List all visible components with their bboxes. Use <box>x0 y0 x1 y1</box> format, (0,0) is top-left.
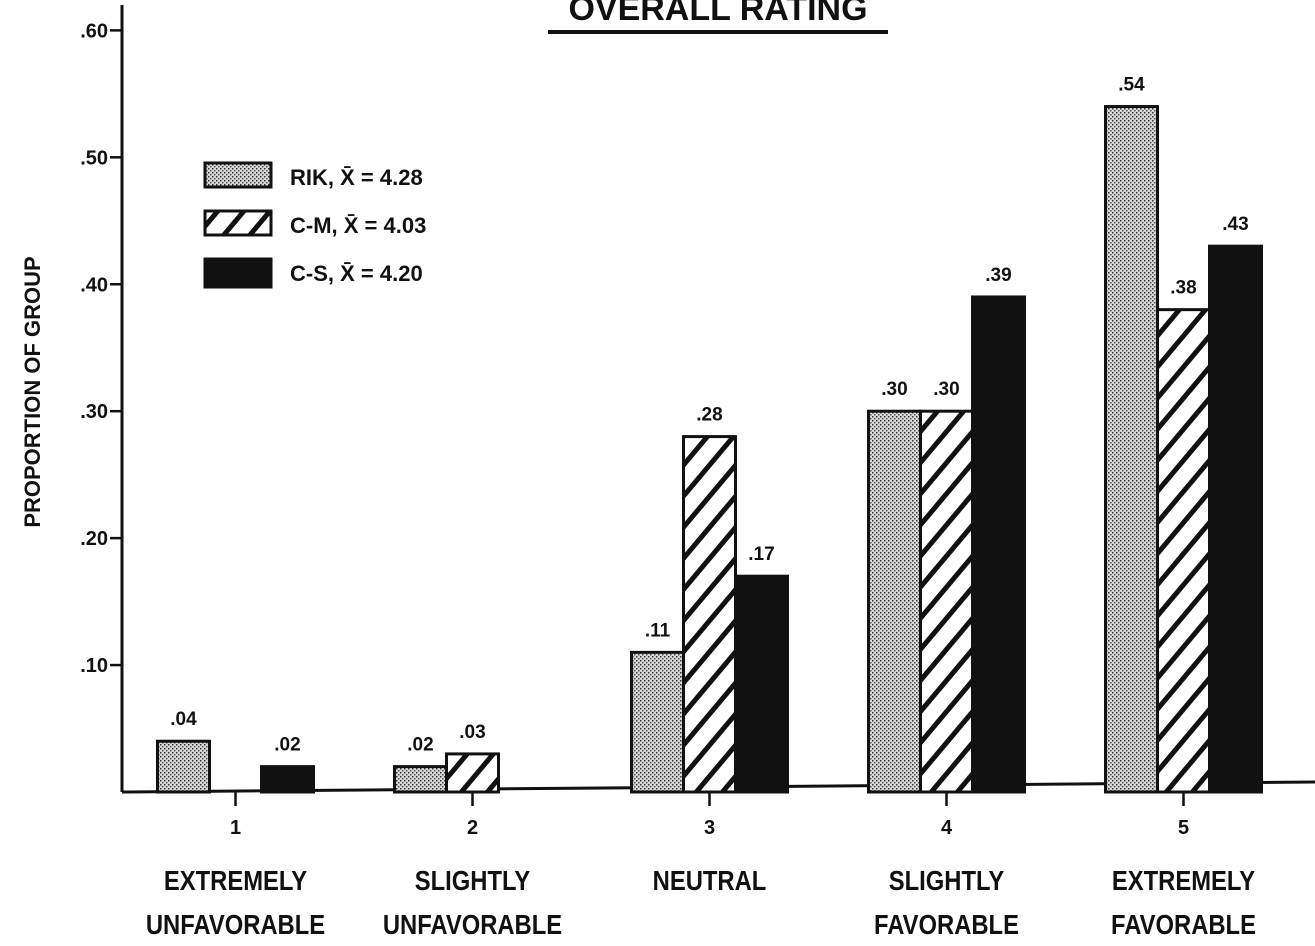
legend-swatch <box>203 209 273 237</box>
legend-swatch <box>203 161 273 189</box>
x-tick-label: 3 <box>704 817 715 839</box>
legend-label: C-M, X̄ = 4.03 <box>290 213 426 238</box>
bar <box>1104 105 1159 794</box>
value-label: .39 <box>985 265 1011 286</box>
category-description: SLIGHTLY <box>889 864 1004 896</box>
bar <box>867 409 922 794</box>
x-tick-label: 5 <box>1178 817 1189 839</box>
y-tick-label: .60 <box>80 20 108 42</box>
category-description: UNFAVORABLE <box>383 908 562 940</box>
value-label: .38 <box>1170 278 1196 299</box>
bar <box>734 574 789 794</box>
bar <box>630 650 685 794</box>
y-tick-label: .30 <box>80 401 108 423</box>
value-label: .11 <box>645 620 671 641</box>
value-label: .17 <box>748 544 774 565</box>
bar <box>682 435 737 794</box>
bar <box>260 765 315 794</box>
value-label: .43 <box>1222 214 1248 235</box>
category-description: UNFAVORABLE <box>146 908 325 940</box>
value-label: .02 <box>274 735 300 756</box>
value-label: .03 <box>459 722 485 743</box>
y-tick-label: .20 <box>80 528 108 550</box>
value-label: .30 <box>933 379 959 400</box>
bar <box>445 752 500 794</box>
bar <box>156 739 211 794</box>
chart-title: OVERALL RATING <box>568 0 867 28</box>
value-label: .28 <box>696 405 722 426</box>
legend-label: C-S, X̄ = 4.20 <box>290 261 423 286</box>
bar <box>919 409 974 794</box>
legend-swatch <box>203 257 273 289</box>
category-description: NEUTRAL <box>653 864 767 896</box>
y-tick-label: .50 <box>80 147 108 169</box>
bar <box>1156 308 1211 794</box>
value-label: .04 <box>170 709 197 730</box>
value-label: .30 <box>881 379 907 400</box>
x-tick-label: 2 <box>467 817 478 839</box>
value-label: .02 <box>407 735 433 756</box>
value-label: .54 <box>1118 75 1145 96</box>
x-tick-label: 4 <box>941 817 953 839</box>
category-description: SLIGHTLY <box>415 864 530 896</box>
y-tick-label: .10 <box>80 655 108 677</box>
category-description: EXTREMELY <box>164 864 307 896</box>
category-description: FAVORABLE <box>874 908 1019 940</box>
x-tick-label: 1 <box>230 817 241 839</box>
y-axis-label: PROPORTION OF GROUP <box>20 256 45 527</box>
y-tick-label: .40 <box>80 274 108 296</box>
category-description: FAVORABLE <box>1111 908 1256 940</box>
bar <box>393 765 448 794</box>
category-description: EXTREMELY <box>1112 864 1255 896</box>
bar <box>1208 244 1263 794</box>
legend-label: RIK, X̄ = 4.28 <box>290 165 423 190</box>
bar <box>971 295 1026 794</box>
